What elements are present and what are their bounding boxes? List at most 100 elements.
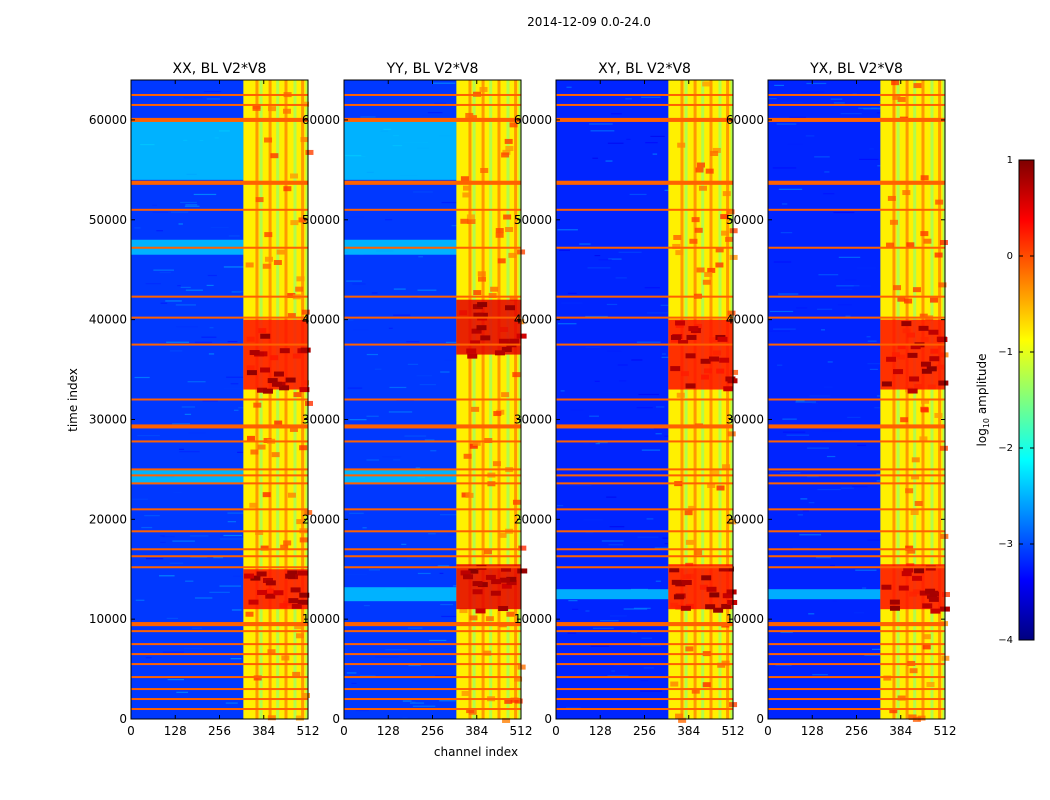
heatmap-noise [808, 613, 815, 615]
heatmap-band-blob [919, 313, 928, 319]
heatmap-noise [773, 328, 796, 330]
heatmap-strong-blob [909, 376, 920, 382]
heatmap-band-blob [502, 717, 511, 723]
heatmap-band-blob [889, 708, 898, 714]
y-tick-label: 20000 [514, 512, 552, 526]
heatmap-noise [800, 498, 808, 500]
heatmap-noise [134, 227, 141, 229]
heatmap-rfi-line [131, 474, 308, 477]
heatmap-strong-blob [279, 348, 290, 354]
heatmap-strong-blob [260, 333, 271, 339]
heatmap-noise [419, 383, 437, 386]
heatmap-noise [349, 512, 364, 514]
heatmap-rfi-line [556, 295, 733, 298]
heatmap-noise [382, 456, 402, 458]
heatmap-noise [409, 702, 424, 704]
heatmap-rfi-line [131, 643, 308, 646]
heatmap-noise [617, 364, 628, 366]
heatmap-rfi-line [556, 566, 733, 569]
heatmap-strong-blob [680, 605, 691, 611]
heatmap-strong-blob [723, 566, 734, 572]
heatmap-noise [141, 526, 153, 529]
heatmap-noise [349, 419, 367, 421]
heatmap-band-blob [685, 646, 694, 652]
heatmap-strong-blob [681, 580, 692, 586]
heatmap-noise [821, 430, 843, 432]
heatmap-band-blob [907, 548, 916, 554]
heatmap-noise [607, 142, 624, 144]
x-tick-label: 256 [633, 724, 656, 738]
heatmap-rfi-line [131, 93, 308, 96]
heatmap-rfi-line [556, 708, 733, 711]
heatmap-noise [619, 380, 627, 382]
heatmap-noise [449, 264, 457, 267]
heatmap-band-blob [514, 698, 523, 704]
heatmap-noise [655, 406, 665, 408]
heatmap-strong-blob [922, 603, 933, 609]
heatmap-band-blob [505, 227, 514, 233]
x-tick-label: 256 [208, 724, 231, 738]
heatmap-band-blob [301, 309, 310, 315]
heatmap-strong-blob [297, 570, 308, 576]
colorbar-tick-label: −1 [998, 347, 1013, 358]
heatmap-band-blob [252, 105, 261, 111]
heatmap-noise [159, 575, 175, 577]
heatmap-noise [388, 411, 413, 413]
heatmap-noise [166, 341, 189, 343]
heatmap-band-blob [678, 717, 687, 723]
heatmap-rfi-line [556, 698, 733, 701]
heatmap-noise [347, 387, 363, 389]
heatmap-strong-blob [509, 338, 520, 344]
heatmap-noise [355, 709, 370, 712]
colorbar-label-base: log [975, 428, 989, 446]
heatmap-band-blob [716, 485, 725, 491]
heatmap-band-blob [728, 519, 737, 525]
heatmap-band-blob [935, 199, 944, 205]
heatmap-rfi-line [344, 295, 521, 298]
heatmap-strong-blob [718, 566, 729, 572]
heatmap-noise [841, 487, 855, 489]
heatmap-strong-blob [921, 368, 932, 374]
heatmap-noise [437, 565, 450, 567]
heatmap-band-blob [910, 510, 919, 516]
heatmap-panels: XX, BL V2*V8 0 128 256 384 512 0 10000 20000 3000… [89, 61, 957, 738]
heatmap-noise [607, 675, 629, 677]
heatmap-noise [818, 274, 839, 276]
heatmap-noise [238, 407, 244, 409]
heatmap-rfi-line [768, 643, 945, 646]
heatmap-rfi-line [131, 708, 308, 711]
heatmap-strong-blob [287, 570, 298, 576]
heatmap-noise [346, 280, 362, 282]
heatmap-noise [223, 267, 243, 269]
heatmap-band-blob [295, 286, 304, 292]
y-tick-label: 40000 [514, 313, 552, 327]
heatmap-rfi-line [344, 246, 521, 249]
heatmap-noise [606, 303, 618, 306]
heatmap-band-blob [503, 214, 512, 220]
heatmap-strong-blob [477, 302, 488, 308]
heatmap-noise [858, 107, 881, 109]
heatmap-noise [560, 390, 565, 392]
y-tick-label: 40000 [302, 313, 340, 327]
heatmap-band-blob [296, 519, 305, 525]
heatmap-noise [350, 216, 364, 218]
heatmap-rfi-line [131, 398, 308, 401]
heatmap-noise [223, 534, 242, 537]
heatmap-noise [812, 674, 828, 676]
heatmap-strong-blob [688, 326, 699, 332]
x-axis-label: channel index [434, 745, 518, 759]
heatmap-noise [428, 533, 436, 535]
heatmap-rfi-line [556, 653, 733, 656]
heatmap-panel-xy: XY, BL V2*V8 0 128 256 384 512 0 10000 20000 3000… [514, 61, 745, 738]
heatmap-rfi-line-thick [344, 424, 521, 429]
heatmap-noise [650, 135, 665, 138]
heatmap-noise [585, 315, 608, 318]
heatmap-noise [209, 591, 230, 593]
heatmap-strong-blob [670, 334, 681, 340]
heatmap-noise [223, 387, 244, 390]
heatmap-noise [797, 514, 803, 516]
heatmap-rfi-line [556, 643, 733, 646]
heatmap-band-blob [253, 402, 262, 408]
heatmap-noise [201, 336, 217, 338]
heatmap-noise [160, 541, 166, 544]
